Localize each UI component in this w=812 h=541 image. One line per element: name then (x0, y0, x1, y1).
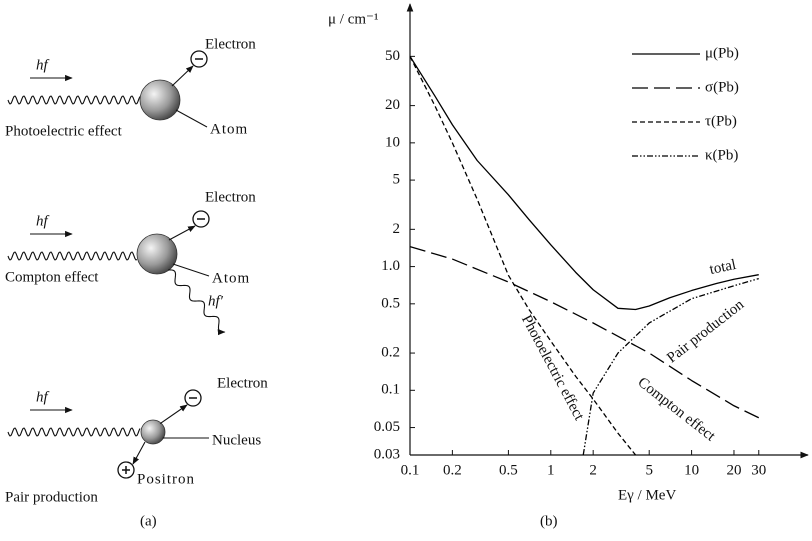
positron-label: Positron (137, 471, 195, 487)
legend-label: τ(Pb) (705, 113, 737, 129)
y-tick-label: 10 (385, 134, 400, 150)
y-tick-label: 20 (385, 97, 400, 113)
y-tick-label: 0.1 (381, 382, 400, 398)
positron-arrow (132, 441, 146, 465)
electron-label: Electron (205, 36, 256, 52)
series-line (409, 245, 760, 419)
electron-label: Electron (217, 375, 268, 391)
target-particle (139, 79, 181, 121)
y-axis-label: μ / cm⁻¹ (328, 11, 378, 27)
panel-a: hf Electron Atom Photoelectric effect hf Elec… (5, 36, 268, 529)
process-name: Pair production (5, 489, 98, 505)
target-label: Atom (212, 270, 250, 286)
x-tick-label: 0.2 (443, 462, 462, 478)
panel-b: 0.1 0.2 0.5 1 2 5 10 20 30 0.03 0.05 0.1 0.2 0.5 1.0 2 5… (328, 3, 809, 529)
x-tick-label: 0.1 (401, 462, 420, 478)
target-pointer (172, 263, 210, 277)
scattered-photon (167, 269, 226, 336)
y-tick-label: 50 (385, 48, 400, 64)
x-tick-label: 2 (589, 462, 597, 478)
target-label: Nucleus (212, 432, 261, 448)
annotation: Photoelectric effect (518, 312, 587, 423)
y-tick-label: 2 (393, 221, 401, 237)
x-tick-label: 5 (645, 462, 653, 478)
y-tick-label: 1.0 (381, 258, 400, 274)
legend-label: κ(Pb) (705, 147, 738, 163)
electron-arrow (171, 65, 194, 87)
x-tick-label: 0.5 (499, 462, 518, 478)
series-line (409, 56, 759, 311)
y-tick-label: 0.5 (381, 295, 400, 311)
photon-wave (7, 251, 138, 261)
annotation: Compton effect (635, 374, 719, 445)
target-particle (140, 419, 166, 445)
y-tick-label: 5 (393, 172, 401, 188)
process-name: Photoelectric effect (5, 123, 123, 139)
process-name: Compton effect (5, 269, 99, 285)
series-line (409, 56, 637, 456)
x-axis-label: Eγ / MeV (618, 487, 676, 503)
photon-wave (7, 95, 141, 105)
x-tick-label: 20 (726, 462, 741, 478)
photon-label: hf (36, 213, 50, 229)
y-tick-label: 0.05 (374, 419, 400, 435)
panel-label: (a) (140, 513, 157, 529)
x-tick-label: 10 (684, 462, 699, 478)
legend-label: σ(Pb) (705, 79, 739, 95)
x-tick-label: 30 (751, 462, 766, 478)
annotation: total (708, 257, 737, 278)
y-tick-label: 0.03 (374, 446, 400, 462)
scattered-label: hf′ (208, 293, 224, 309)
target-particle (136, 233, 178, 275)
x-tick-label: 1 (547, 462, 555, 478)
electron-label: Electron (205, 189, 256, 205)
target-label: Atom (210, 121, 248, 137)
electron-arrow (159, 404, 188, 425)
target-pointer (175, 109, 208, 128)
photon-wave (7, 427, 141, 437)
electron-arrow (168, 225, 196, 241)
panel-label: (b) (540, 513, 558, 529)
y-tick-label: 0.2 (381, 344, 400, 360)
photon-label: hf (36, 57, 50, 73)
series-line (582, 277, 759, 456)
legend-label: μ(Pb) (705, 45, 739, 61)
photon-label: hf (36, 389, 50, 405)
